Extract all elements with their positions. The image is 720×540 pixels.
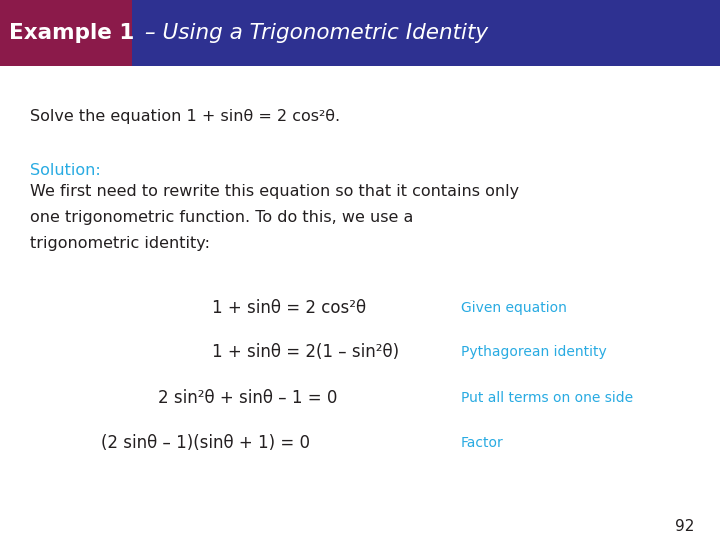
Text: We first need to rewrite this equation so that it contains only: We first need to rewrite this equation s… bbox=[30, 184, 519, 199]
Text: Put all terms on one side: Put all terms on one side bbox=[461, 391, 633, 405]
Bar bbox=[0, 0, 720, 66]
Text: 2 sin²θ + sinθ – 1 = 0: 2 sin²θ + sinθ – 1 = 0 bbox=[158, 389, 338, 407]
Text: trigonometric identity:: trigonometric identity: bbox=[30, 236, 210, 251]
Text: Pythagorean identity: Pythagorean identity bbox=[461, 345, 606, 359]
Text: 92: 92 bbox=[675, 519, 695, 534]
Text: Solution:: Solution: bbox=[30, 163, 101, 178]
Text: Factor: Factor bbox=[461, 436, 503, 450]
Text: 1 + sinθ = 2 cos²θ: 1 + sinθ = 2 cos²θ bbox=[212, 299, 366, 317]
Bar bbox=[0, 0, 132, 66]
Text: 1 + sinθ = 2(1 – sin²θ): 1 + sinθ = 2(1 – sin²θ) bbox=[212, 343, 400, 361]
Text: Solve the equation 1 + sinθ = 2 cos²θ.: Solve the equation 1 + sinθ = 2 cos²θ. bbox=[30, 109, 341, 124]
Text: (2 sinθ – 1)(sinθ + 1) = 0: (2 sinθ – 1)(sinθ + 1) = 0 bbox=[101, 434, 310, 452]
Text: Example 1: Example 1 bbox=[9, 23, 134, 43]
Text: – Using a Trigonometric Identity: – Using a Trigonometric Identity bbox=[138, 23, 487, 43]
Text: one trigonometric function. To do this, we use a: one trigonometric function. To do this, … bbox=[30, 210, 413, 225]
Text: Given equation: Given equation bbox=[461, 301, 567, 315]
